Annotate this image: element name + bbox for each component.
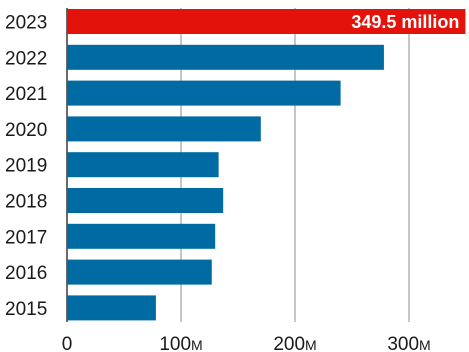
- bar-2019: [67, 152, 219, 178]
- category-label-2016: 2016: [5, 263, 47, 284]
- bar-2023: [67, 9, 466, 34]
- category-labels: 2023 2022 2021 2020 2019 2018 2017 2016 2015: [5, 13, 47, 320]
- bars: [67, 9, 466, 321]
- bar-2021: [67, 80, 341, 106]
- x-tick-label-0: 0: [62, 334, 73, 352]
- x-tick-label-200: 200M: [273, 334, 316, 352]
- category-label-2015: 2015: [5, 299, 47, 320]
- category-label-2017: 2017: [5, 227, 47, 248]
- x-tick-label-100: 100M: [159, 334, 202, 352]
- category-label-2019: 2019: [5, 156, 47, 177]
- x-tick-label-300: 300M: [387, 334, 430, 352]
- category-label-2020: 2020: [5, 120, 47, 141]
- data-label-2023: 349.5 million: [351, 12, 459, 32]
- category-label-2022: 2022: [5, 48, 47, 69]
- bar-2017: [67, 223, 216, 249]
- bar-2022: [67, 44, 384, 70]
- category-label-2023: 2023: [5, 13, 47, 34]
- data-labels: 349.5 million: [351, 12, 459, 32]
- bar-2015: [67, 295, 156, 321]
- category-label-2021: 2021: [5, 84, 47, 105]
- bar-2016: [67, 259, 212, 285]
- bar-2020: [67, 116, 261, 142]
- x-axis-tick-labels: 0 100M 200M 300M: [62, 334, 431, 352]
- category-label-2018: 2018: [5, 192, 47, 213]
- bar-2018: [67, 188, 224, 213]
